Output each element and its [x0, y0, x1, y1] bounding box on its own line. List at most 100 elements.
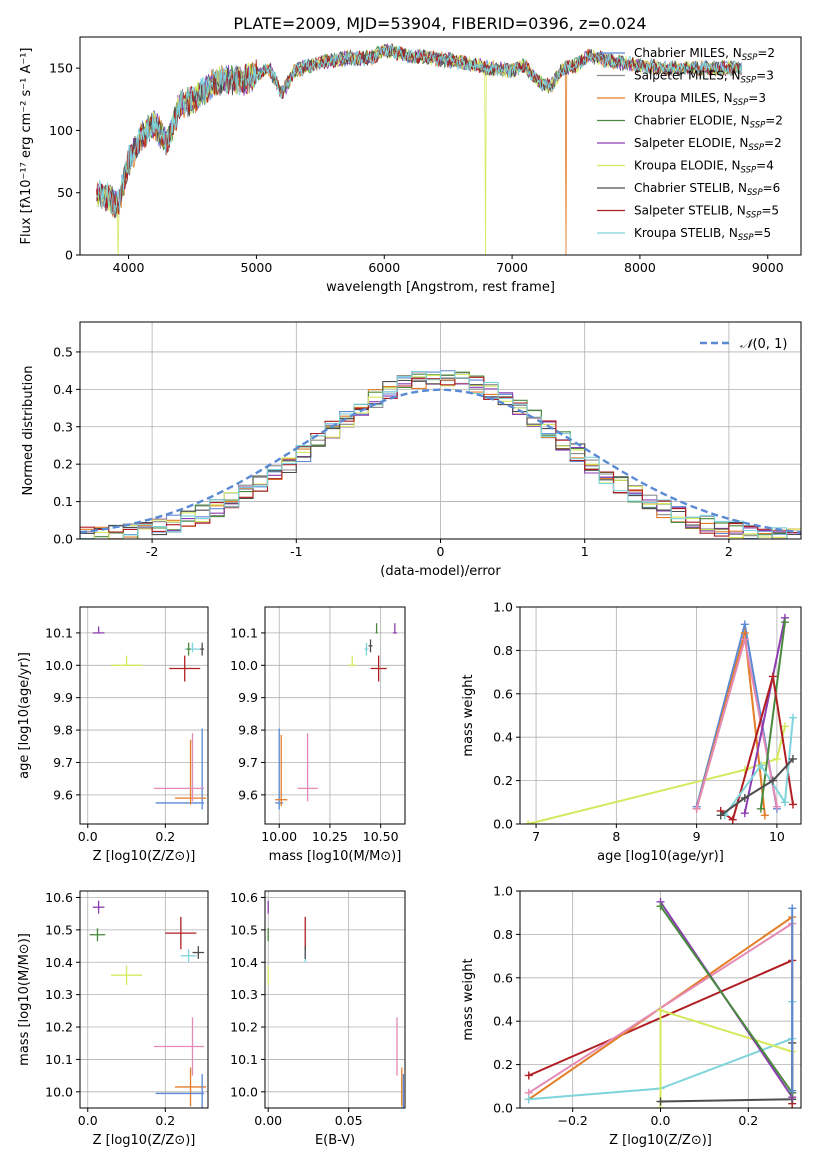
y-tick-label: 0.3 — [53, 419, 73, 434]
error-bar-point — [175, 1067, 207, 1107]
axes-frame — [264, 890, 406, 1109]
x-tick-label: 8000 — [624, 260, 656, 275]
y-tick-label: 10.1 — [230, 1052, 258, 1067]
y-tick-label: 10.3 — [45, 987, 73, 1002]
error-bar-point — [169, 655, 201, 682]
panel-5: 7 8 9 10 0.0 0.2 0.4 0.6 0.8 1.0 age [log10(age/yr… — [461, 600, 802, 864]
y-tick-label: 10.2 — [45, 1020, 73, 1035]
panel-1: 4000 5000 6000 7000 8000 9000 0 50 100 150 wavelen… — [19, 36, 802, 295]
marker-plus — [716, 811, 725, 820]
mass-weight-series — [524, 722, 789, 824]
marker-plus — [740, 809, 749, 818]
x-tick-label: 9 — [693, 829, 701, 844]
legend-entry: Chabrier ELODIE, NSSP=2 — [634, 114, 783, 131]
plot-area — [96, 42, 743, 255]
marker-plus — [756, 761, 765, 770]
error-bar-point — [275, 728, 284, 810]
error-bar-point — [155, 728, 205, 810]
x-tick-label: 10.00 — [261, 829, 297, 844]
x-tick-label: 0.0 — [651, 1113, 671, 1128]
error-bar-point — [92, 900, 105, 914]
x-axis-label: E(B-V) — [315, 1133, 355, 1148]
x-tick-label: 10.25 — [312, 829, 348, 844]
x-axis-label: age [log10(age/yr)] — [597, 849, 724, 864]
error-bar-point — [153, 733, 205, 802]
error-bar-point — [375, 623, 378, 634]
error-bar-point — [297, 733, 318, 802]
marker-plus — [740, 620, 749, 629]
y-tick-label: 0.5 — [53, 344, 73, 359]
y-tick-label: 10.5 — [45, 922, 73, 937]
y-tick-label: 10.1 — [230, 625, 258, 640]
y-tick-label: 9.7 — [53, 755, 73, 770]
x-tick-label: 1 — [581, 544, 589, 559]
y-tick-label: 1.0 — [493, 600, 513, 615]
plot-area — [524, 897, 797, 1108]
error-bar-point — [184, 642, 201, 653]
legend-entry: 𝒩(0, 1) — [740, 337, 787, 352]
x-tick-label: −0.2 — [558, 1113, 588, 1128]
plot-area — [275, 623, 397, 810]
marker-plus — [760, 811, 769, 820]
x-tick-label: 0.05 — [335, 1113, 363, 1128]
marker-plus — [740, 635, 749, 644]
marker-plus — [656, 1006, 665, 1015]
x-axis-label: wavelength [Angstrom, rest frame] — [326, 280, 555, 295]
marker-plus — [756, 804, 765, 813]
error-bar-point — [192, 946, 205, 960]
axes-frame — [264, 606, 406, 825]
legend-entry: Kroupa STELIB, NSSP=5 — [634, 226, 771, 243]
marker-plus — [788, 1086, 797, 1095]
marker-plus — [788, 800, 797, 809]
error-bar-point — [200, 642, 205, 656]
plot-area — [267, 900, 405, 1108]
y-tick-label: 9.9 — [53, 690, 73, 705]
x-tick-label: -1 — [290, 544, 302, 559]
panel-4: 10.00 10.25 10.50 9.6 9.7 9.8 9.9 10.0 10.1 mass … — [230, 606, 406, 864]
x-tick-label: 0.2 — [738, 1113, 758, 1128]
error-bar-point — [92, 626, 105, 634]
error-bar-point — [111, 965, 143, 985]
y-tick-label: 0.0 — [493, 817, 513, 832]
x-tick-label: 9000 — [752, 260, 784, 275]
error-bar-point — [111, 655, 143, 666]
plot-area — [80, 370, 801, 539]
y-tick-label: 0.8 — [493, 927, 513, 942]
y-tick-label: 9.7 — [238, 755, 258, 770]
x-tick-label: 7 — [532, 829, 540, 844]
y-tick-label: 0.0 — [53, 532, 73, 547]
y-tick-label: 0.6 — [493, 686, 513, 701]
y-tick-label: 10.0 — [230, 1084, 258, 1099]
y-tick-label: 0.2 — [493, 1057, 513, 1072]
y-tick-label: 0.4 — [493, 1014, 513, 1029]
marker-plus — [788, 713, 797, 722]
error-bar-point — [89, 928, 106, 942]
y-tick-label: 0.2 — [493, 773, 513, 788]
y-axis-label: mass weight — [461, 958, 476, 1040]
y-tick-label: 10.0 — [45, 1084, 73, 1099]
mass-weight-series — [656, 902, 797, 1097]
y-tick-label: 0 — [65, 248, 73, 263]
plot-area — [92, 626, 207, 810]
histogram-step-line — [80, 376, 801, 539]
marker-plus — [788, 904, 797, 913]
x-axis-label: mass [log10(M/M⊙)] — [269, 849, 402, 864]
y-tick-label: 100 — [49, 123, 73, 138]
panel-6: 0.0 0.2 10.0 10.1 10.2 10.3 10.4 10.5 10.6 Z [log… — [17, 890, 209, 1148]
y-tick-label: 0.6 — [493, 970, 513, 985]
marker-plus — [780, 798, 789, 807]
x-tick-label: 0 — [437, 544, 445, 559]
legend-entry: Chabrier STELIB, NSSP=6 — [634, 181, 780, 198]
figure-title: PLATE=2009, MJD=53904, FIBERID=0396, z=0… — [233, 14, 646, 33]
marker-plus — [780, 618, 789, 627]
y-tick-label: 10.2 — [230, 1020, 258, 1035]
error-bar-point — [370, 655, 387, 682]
marker-plus — [692, 804, 701, 813]
marker-plus — [780, 722, 789, 731]
x-tick-label: 0.0 — [78, 1113, 98, 1128]
legend-entry: Kroupa MILES, NSSP=3 — [634, 91, 766, 108]
error-bar-point — [153, 1017, 205, 1076]
y-tick-label: 0.1 — [53, 494, 73, 509]
x-axis-label: Z [log10(Z/Z⊙)] — [609, 1133, 712, 1148]
mass-weight-series — [788, 904, 797, 1095]
